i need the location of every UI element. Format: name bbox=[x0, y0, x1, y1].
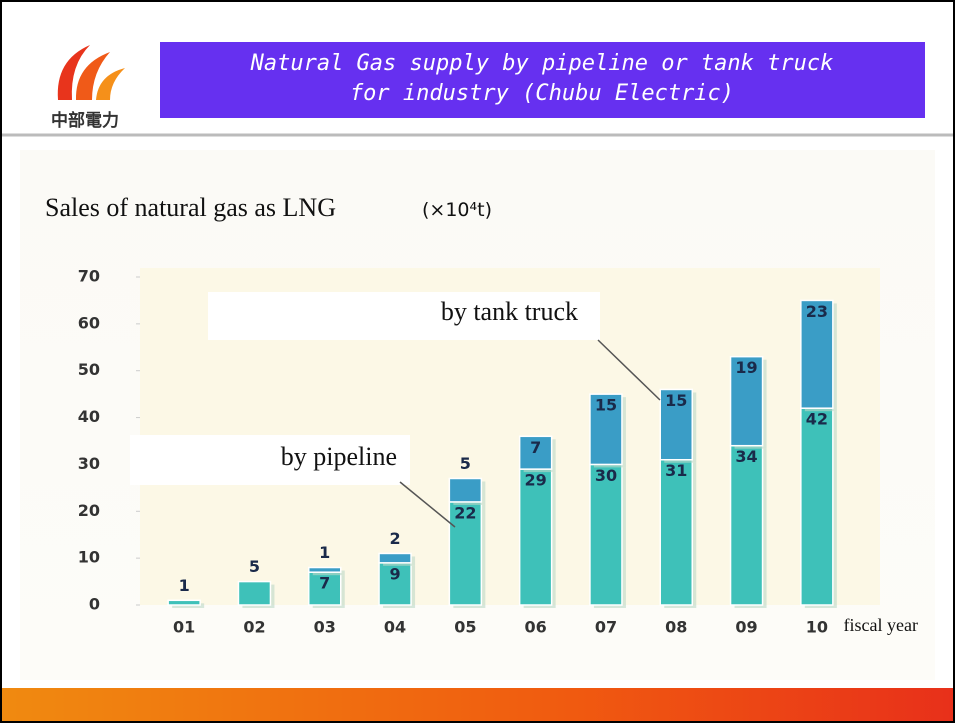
logo-text: 中部電力 bbox=[51, 110, 119, 131]
bar-segment bbox=[659, 458, 693, 606]
bar-segment bbox=[800, 407, 834, 606]
value-label: 1 bbox=[319, 543, 330, 562]
x-tick-label: 02 bbox=[243, 618, 265, 637]
slide-title: Natural Gas supply by pipeline or tank t… bbox=[250, 51, 834, 76]
y-tick-label: 10 bbox=[78, 548, 100, 567]
bar-segment bbox=[237, 580, 272, 606]
annotation: by tank truck bbox=[441, 297, 578, 326]
bar-segment bbox=[167, 599, 201, 606]
value-label: 19 bbox=[735, 358, 757, 377]
bar-segment bbox=[518, 468, 553, 606]
value-label: 15 bbox=[665, 391, 687, 410]
y-tick-label: 40 bbox=[78, 407, 100, 426]
value-label: 22 bbox=[454, 503, 476, 522]
x-tick-label: 10 bbox=[806, 618, 828, 637]
x-axis-label: fiscal year bbox=[844, 615, 918, 635]
x-tick-label: 08 bbox=[665, 618, 687, 637]
annotation: by pipeline bbox=[281, 442, 397, 471]
bar-segment bbox=[308, 571, 342, 606]
y-tick-label: 50 bbox=[78, 360, 100, 379]
bar-segment bbox=[659, 388, 693, 461]
leader-line bbox=[399, 481, 456, 528]
value-label: 1 bbox=[179, 576, 190, 595]
footer-bar bbox=[0, 688, 955, 723]
x-tick-label: 05 bbox=[454, 618, 476, 637]
bar-segment bbox=[589, 393, 623, 466]
value-label: 42 bbox=[806, 410, 828, 429]
value-label: 7 bbox=[530, 438, 541, 457]
x-tick-label: 04 bbox=[384, 618, 406, 637]
y-tick-label: 20 bbox=[78, 501, 100, 520]
x-tick-label: 06 bbox=[525, 618, 547, 637]
leader-line bbox=[597, 339, 661, 401]
x-tick-label: 03 bbox=[314, 618, 336, 637]
value-label: 15 bbox=[595, 396, 617, 415]
annotation-box bbox=[208, 292, 600, 340]
x-tick-label: 01 bbox=[173, 618, 195, 637]
y-tick-label: 0 bbox=[89, 595, 100, 614]
value-label: 23 bbox=[806, 302, 828, 321]
slide-title: for industry (Chubu Electric) bbox=[350, 81, 734, 106]
bar-segment bbox=[448, 477, 483, 503]
y-tick-label: 70 bbox=[78, 267, 100, 286]
bar-segment bbox=[308, 566, 342, 573]
bar-segment bbox=[378, 552, 412, 564]
title-box bbox=[160, 42, 925, 118]
chart-title: Sales of natural gas as LNG bbox=[45, 193, 336, 222]
bar-segment bbox=[800, 299, 834, 409]
bar-segment bbox=[729, 444, 764, 606]
y-tick-label: 30 bbox=[78, 454, 100, 473]
bar-segment bbox=[378, 562, 412, 606]
value-label: 5 bbox=[460, 454, 471, 473]
x-tick-label: 07 bbox=[595, 618, 617, 637]
x-tick-label: 09 bbox=[735, 618, 757, 637]
value-label: 9 bbox=[389, 564, 400, 583]
value-label: 2 bbox=[389, 529, 400, 548]
bar-segment bbox=[589, 463, 623, 606]
bar-segment bbox=[729, 355, 764, 447]
value-label: 31 bbox=[665, 461, 687, 480]
value-label: 30 bbox=[595, 466, 617, 485]
bar-segment bbox=[518, 435, 553, 470]
y-tick-label: 60 bbox=[78, 313, 100, 332]
value-label: 7 bbox=[319, 574, 330, 593]
annotation-box bbox=[130, 435, 410, 485]
value-label: 34 bbox=[735, 447, 757, 466]
value-label: 29 bbox=[525, 471, 547, 490]
logo: 中部電力 bbox=[51, 45, 125, 131]
value-label: 5 bbox=[249, 557, 260, 576]
chart-unit: (×10⁴t) bbox=[422, 199, 492, 221]
